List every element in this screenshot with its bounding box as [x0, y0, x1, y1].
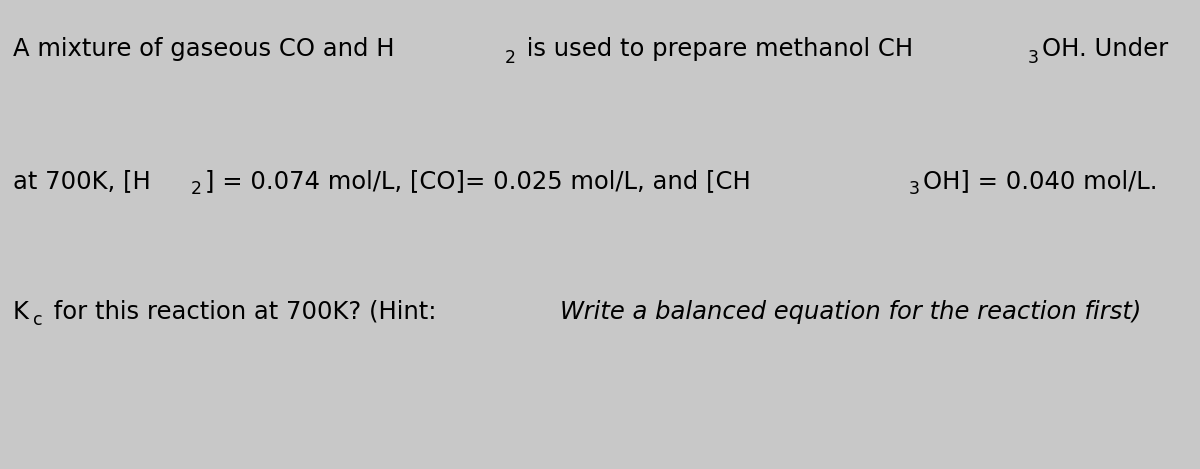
Text: OH. Under: OH. Under — [1042, 37, 1176, 61]
Text: K: K — [13, 300, 29, 324]
Text: 2: 2 — [505, 49, 516, 67]
Text: is used to prepare methanol CH: is used to prepare methanol CH — [520, 37, 913, 61]
Text: A mixture of gaseous CO and H: A mixture of gaseous CO and H — [13, 37, 395, 61]
Text: for this reaction at 700K? (Hint:: for this reaction at 700K? (Hint: — [46, 300, 444, 324]
Text: ] = 0.074 mol/L, [CO]= 0.025 mol/L, and [CH: ] = 0.074 mol/L, [CO]= 0.025 mol/L, and … — [205, 168, 750, 193]
Text: at 700K, [H: at 700K, [H — [13, 168, 151, 193]
Text: OH] = 0.040 mol/L.: OH] = 0.040 mol/L. — [923, 168, 1165, 193]
Text: 3: 3 — [1028, 49, 1039, 67]
Text: 3: 3 — [910, 180, 920, 198]
Text: c: c — [34, 311, 43, 329]
Text: Write a balanced equation for the reaction first): Write a balanced equation for the reacti… — [559, 300, 1141, 324]
Text: 2: 2 — [191, 180, 202, 198]
